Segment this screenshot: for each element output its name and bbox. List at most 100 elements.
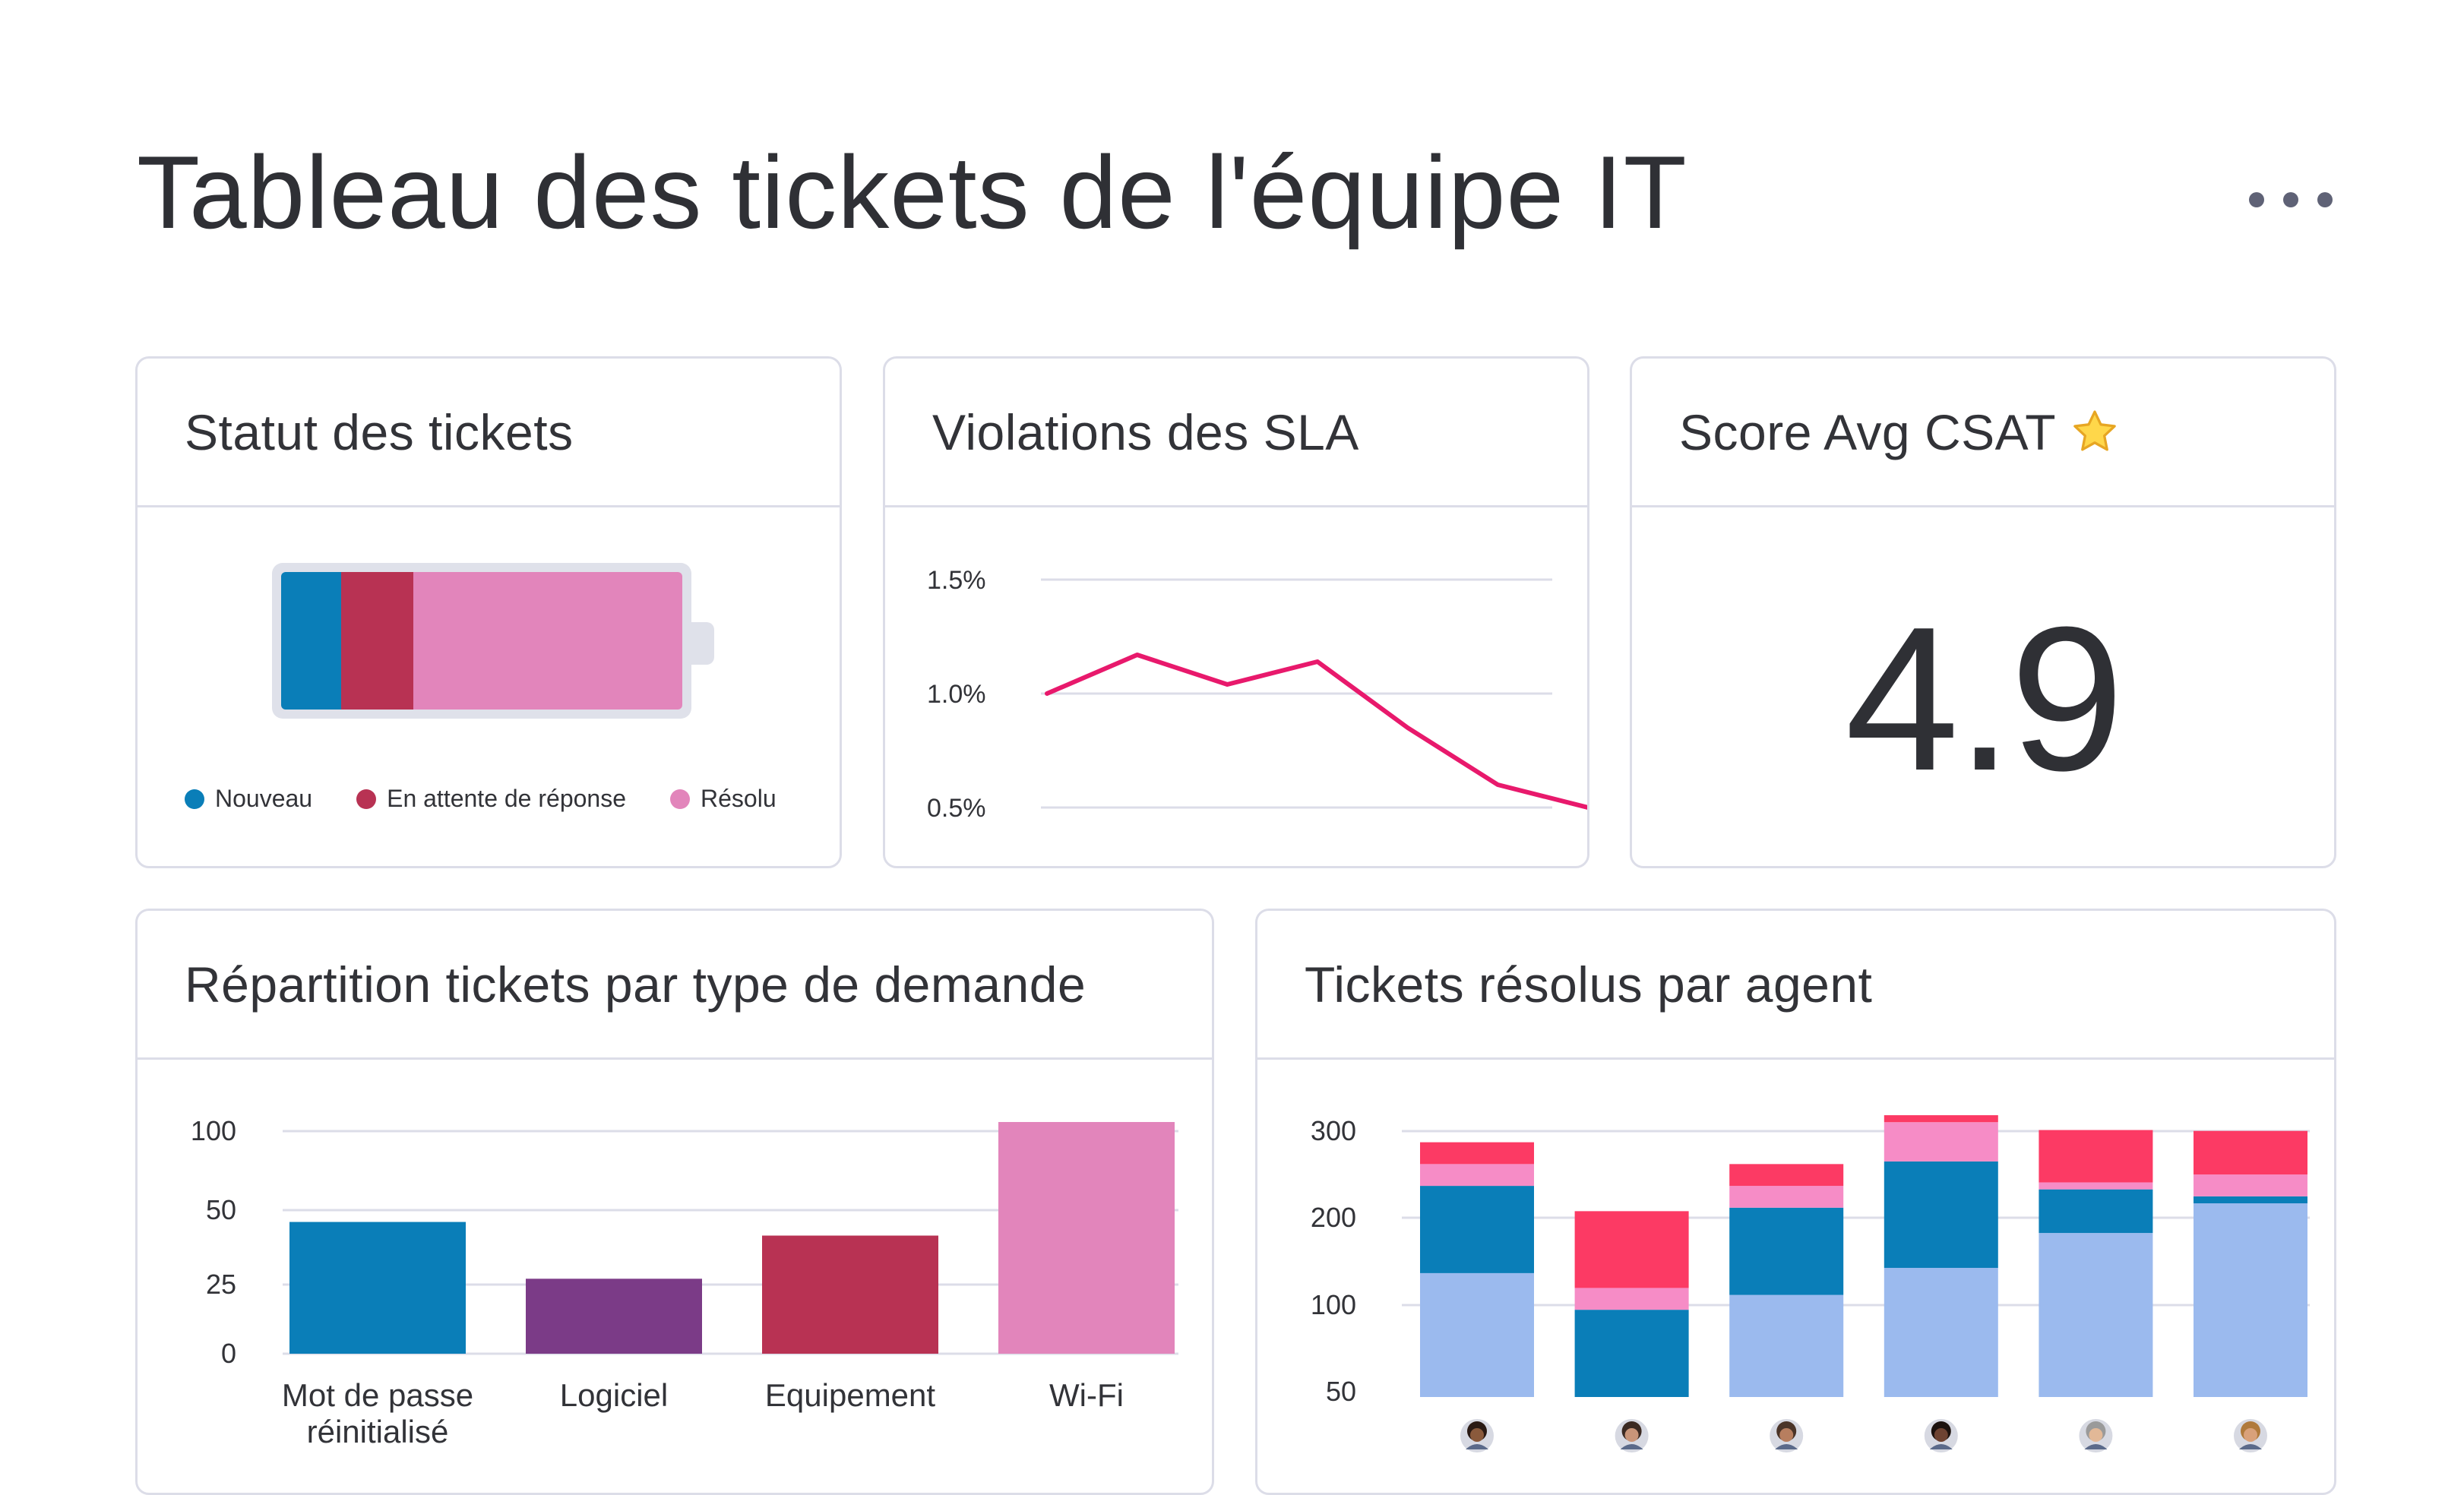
status-legend: Nouveau En attente de réponse Résolu <box>185 785 821 813</box>
widget-title: Violations des SLA <box>932 403 1359 460</box>
dot-icon <box>2283 192 2298 207</box>
avatar-face <box>1934 1428 1948 1442</box>
legend-label: Nouveau <box>215 785 313 812</box>
widget-title: Statut des tickets <box>185 403 574 460</box>
category-label: réinitialisé <box>307 1414 449 1449</box>
agent-bar-segment <box>1884 1268 1998 1397</box>
y-tick-label: 0.5% <box>927 794 986 823</box>
ticket-status-widget[interactable]: Statut des tickets Nouveau En attente de … <box>135 356 842 868</box>
sla-series-line <box>1045 653 1587 810</box>
widget-body: 300 200 100 50 <box>1257 1060 2334 1493</box>
legend-label: En attente de réponse <box>387 785 626 812</box>
status-segment <box>281 572 342 710</box>
avatar-face <box>1779 1428 1794 1442</box>
widget-title: Répartition tickets par type de demande <box>185 956 1087 1013</box>
legend-item: Nouveau <box>185 785 312 813</box>
avatar-shoulders <box>1929 1444 1953 1449</box>
status-battery-chart <box>272 563 691 719</box>
agent-avatar <box>2234 1419 2267 1452</box>
agent-stacked-bar-chart: 300 200 100 50 <box>1311 1115 2310 1452</box>
battery-cap <box>691 622 714 665</box>
avatar-shoulders <box>2084 1444 2108 1449</box>
avatar-shoulders <box>1466 1444 1488 1449</box>
dot-icon <box>2249 192 2264 207</box>
agent-avatar <box>1924 1419 1958 1452</box>
agent-bar-segment <box>1420 1186 1534 1273</box>
agent-avatar <box>1460 1419 1494 1452</box>
status-segment <box>413 572 682 710</box>
agent-bar-segment <box>1884 1161 1998 1269</box>
avatar-shoulders <box>1775 1444 1798 1449</box>
agent-bar-segment <box>1884 1122 1998 1162</box>
csat-score-widget[interactable]: Score Avg CSAT 4.9 <box>1630 356 2336 868</box>
agent-bar-segment <box>1729 1186 1844 1208</box>
agent-bar-segment <box>2194 1203 2307 1397</box>
widget-title: Tickets résolus par agent <box>1305 956 1873 1013</box>
agent-bar-segment <box>2194 1174 2307 1196</box>
y-tick-label: 300 <box>1311 1115 1356 1146</box>
agent-bar-segment <box>1729 1164 1844 1187</box>
category-label: Logiciel <box>560 1377 668 1413</box>
widget-body: Nouveau En attente de réponse Résolu <box>138 507 840 866</box>
widget-body: 100 50 25 0 Mot de passe réinitialisé Logiciel… <box>138 1060 1212 1493</box>
battery-fill <box>281 572 682 710</box>
agent-avatar <box>1770 1419 1804 1452</box>
agent-bar-segment <box>1574 1310 1689 1397</box>
agent-bar-segment <box>2194 1196 2307 1204</box>
agent-bar-segment <box>1729 1207 1844 1295</box>
category-label: Mot de passe <box>282 1377 473 1413</box>
avatar-shoulders <box>2239 1444 2262 1449</box>
y-tick-label: 0 <box>221 1338 236 1369</box>
sla-violations-widget[interactable]: Violations des SLA 1.5% 1.0% 0.5% <box>883 356 1589 868</box>
agent-bar-segment <box>1574 1288 1689 1310</box>
legend-dot-icon <box>356 789 377 809</box>
agent-bar-segment <box>2039 1130 2153 1183</box>
y-tick-label: 100 <box>1311 1289 1356 1320</box>
agent-bar-segment <box>1420 1272 1534 1397</box>
agent-bar-segment <box>1884 1115 1998 1123</box>
y-tick-label: 25 <box>206 1269 236 1300</box>
agent-bar-segment <box>2194 1130 2307 1175</box>
y-tick-label: 1.0% <box>927 680 986 709</box>
page-title: Tableau des tickets de l'équipe IT <box>137 134 1687 250</box>
agent-bar-segment <box>2039 1182 2153 1190</box>
category-label: Equipement <box>765 1377 935 1413</box>
widget-header: Score Avg CSAT <box>1632 359 2334 507</box>
agent-bar-segment <box>1574 1211 1689 1288</box>
dot-icon <box>2317 192 2333 207</box>
widget-title: Score Avg CSAT <box>1679 403 2057 460</box>
legend-item: Résolu <box>670 785 777 813</box>
widget-header: Statut des tickets <box>138 359 840 507</box>
legend-item: En attente de réponse <box>356 785 626 813</box>
sla-line-chart: 1.5% 1.0% 0.5% <box>927 566 1587 823</box>
agent-resolved-widget[interactable]: Tickets résolus par agent 300 200 100 50 <box>1255 909 2336 1495</box>
more-options-button[interactable] <box>2249 181 2333 219</box>
legend-label: Résolu <box>701 785 777 812</box>
avatar-face <box>1624 1428 1639 1442</box>
type-bar <box>998 1122 1175 1354</box>
avatar-face <box>2089 1428 2103 1442</box>
avatar-face <box>2244 1428 2257 1442</box>
widget-body: 4.9 <box>1632 507 2334 866</box>
request-type-widget[interactable]: Répartition tickets par type de demande … <box>135 909 1214 1495</box>
avatar-shoulders <box>1620 1444 1643 1449</box>
agent-bar-segment <box>2039 1233 2153 1397</box>
y-tick-label: 50 <box>1326 1376 1356 1407</box>
widget-header: Violations des SLA <box>885 359 1587 507</box>
legend-dot-icon <box>670 789 690 809</box>
type-bar <box>526 1278 702 1354</box>
widget-header: Répartition tickets par type de demande <box>138 911 1212 1060</box>
type-bar <box>289 1222 466 1354</box>
csat-value: 4.9 <box>1845 585 2124 814</box>
y-tick-label: 50 <box>206 1194 236 1225</box>
legend-dot-icon <box>185 789 204 809</box>
widget-header: Tickets résolus par agent <box>1257 911 2334 1060</box>
agent-bar-segment <box>1420 1142 1534 1165</box>
agent-bar-segment <box>1729 1294 1844 1397</box>
widget-body: 1.5% 1.0% 0.5% <box>885 507 1587 866</box>
agent-bar-segment <box>1420 1164 1534 1187</box>
agent-avatar <box>2079 1419 2113 1452</box>
y-tick-label: 100 <box>191 1115 236 1146</box>
type-bar <box>762 1235 938 1354</box>
